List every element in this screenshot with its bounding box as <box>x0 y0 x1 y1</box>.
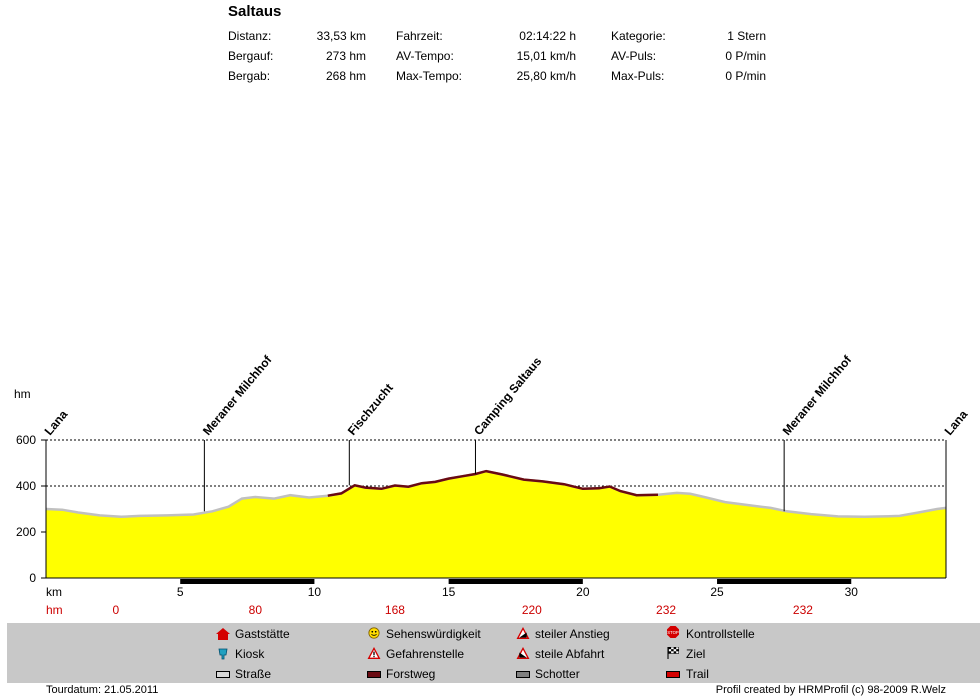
distance-bar-segment <box>180 579 315 584</box>
legend-label: Gefahrenstelle <box>386 647 465 661</box>
steep-descent-icon <box>516 647 530 659</box>
x-tick-label: 20 <box>576 585 590 599</box>
kiosk-icon <box>218 648 228 660</box>
tour-date: Tourdatum: 21.05.2011 <box>46 684 159 696</box>
stat-label: Fahrzeit: <box>396 29 443 43</box>
hm-row-value: 220 <box>522 603 542 617</box>
legend-label: Kontrollstelle <box>686 627 755 641</box>
road-swatch-icon <box>216 671 230 678</box>
waypoint-label: Fischzucht <box>345 381 396 438</box>
hm-row-label: hm <box>46 603 63 617</box>
stat-value: 0 P/min <box>725 49 766 63</box>
y-tick-label: 600 <box>16 433 36 447</box>
stat-value: 15,01 km/h <box>516 49 576 63</box>
legend-label: Straße <box>235 667 272 681</box>
stat-label: Distanz: <box>228 29 272 43</box>
gravel-swatch-icon <box>516 671 530 678</box>
stop-sign-icon: STOP <box>667 626 679 638</box>
stat-value: 1 Stern <box>727 29 766 43</box>
legend-label: steiler Anstieg <box>535 627 610 641</box>
legend-label: steile Abfahrt <box>535 647 605 661</box>
stat-value: 02:14:22 h <box>519 29 576 43</box>
stat-label: Bergab: <box>228 69 271 83</box>
stat-value: 33,53 km <box>316 29 366 43</box>
stat-value: 273 hm <box>325 49 366 63</box>
stat-value: 0 P/min <box>725 69 766 83</box>
x-tick-label: 15 <box>442 585 456 599</box>
steep-climb-icon <box>516 627 530 639</box>
house-icon <box>216 628 230 640</box>
tick-labels: km 5 10 15 20 25 30 hm 0 80 168 220 232 232 <box>46 585 858 617</box>
trail-swatch-icon <box>666 671 680 678</box>
waypoint-label: Meraner Milchhof <box>780 352 855 438</box>
waypoint-label: Lana <box>42 407 71 438</box>
legend-label: Schotter <box>535 667 580 681</box>
x-tick-label: 30 <box>845 585 859 599</box>
elevation-area <box>46 471 946 578</box>
hm-row-value: 0 <box>112 603 119 617</box>
stat-label: Max-Tempo: <box>396 69 463 83</box>
axes: hm 0 200 400 600 <box>14 387 947 585</box>
waypoint-label: Lana <box>942 407 971 438</box>
hm-row-value: 232 <box>656 603 676 617</box>
stat-label: Max-Puls: <box>611 69 665 83</box>
checkered-flag-icon <box>667 647 680 659</box>
legend-label: Forstweg <box>386 667 436 681</box>
y-tick-label: 0 <box>29 571 36 585</box>
stat-label: Kategorie: <box>611 29 666 43</box>
danger-icon <box>367 647 381 659</box>
hm-row-value: 80 <box>249 603 263 617</box>
x-tick-label: 10 <box>308 585 322 599</box>
smiley-icon <box>368 627 380 639</box>
distance-bar-segment <box>448 579 583 584</box>
legend-label: Ziel <box>686 647 706 661</box>
waypoint-label: Meraner Milchhof <box>200 352 275 438</box>
hm-row-value: 168 <box>385 603 405 617</box>
distance-bar-segment <box>717 579 852 584</box>
svg-text:STOP: STOP <box>667 630 679 635</box>
stat-label: Bergauf: <box>228 49 274 63</box>
forest-road-swatch-icon <box>367 671 381 678</box>
x-tick-label: 5 <box>177 585 184 599</box>
tour-title: Saltaus <box>228 3 282 20</box>
stat-value: 268 hm <box>325 69 366 83</box>
legend-panel: Gaststätte Sehenswürdigkeit steiler Anst… <box>7 623 980 683</box>
legend-label: Kiosk <box>235 647 265 661</box>
credit-text: Profil created by HRMProfil (c) 98-2009 … <box>715 684 946 696</box>
hm-row-value: 232 <box>793 603 813 617</box>
x-axis-label: km <box>46 585 62 599</box>
y-axis-label: hm <box>14 387 31 401</box>
legend-label: Trail <box>686 667 709 681</box>
legend-label: Gaststätte <box>235 627 290 641</box>
waypoint-label: Camping Saltaus <box>471 354 545 438</box>
y-tick-label: 200 <box>16 525 36 539</box>
legend-label: Sehenswürdigkeit <box>386 627 481 641</box>
distance-bar <box>180 579 852 584</box>
stat-label: AV-Tempo: <box>396 49 454 63</box>
y-tick-label: 400 <box>16 479 36 493</box>
x-tick-label: 25 <box>710 585 724 599</box>
stat-value: 25,80 km/h <box>516 69 576 83</box>
stat-label: AV-Puls: <box>611 49 657 63</box>
